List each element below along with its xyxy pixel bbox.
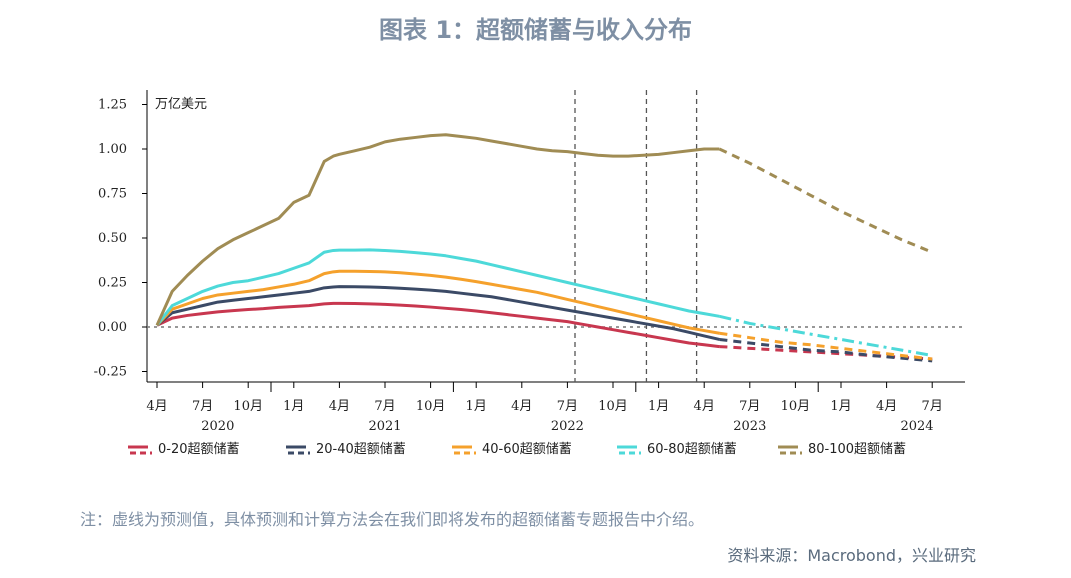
x-tick-label: 10月 [781, 399, 811, 414]
y-tick-label: 0.50 [98, 231, 127, 246]
year-label: 2020 [201, 419, 234, 434]
series-line-actual [155, 248, 720, 327]
x-tick-label: 10月 [416, 399, 446, 414]
year-label: 2022 [551, 419, 584, 434]
series-line-actual [156, 301, 720, 349]
y-tick-label: 0.25 [98, 276, 127, 291]
legend-label: 80-100超额储蓄 [808, 442, 906, 457]
x-tick-label: 10月 [598, 399, 628, 414]
y-tick-label: 1.00 [98, 142, 127, 157]
footnote: 注：虚线为预测值，具体预测和计算方法会在我们即将发布的超额储蓄专题报告中介绍。 [80, 510, 705, 529]
series-line-forecast [719, 331, 933, 361]
x-tick-label: 7月 [557, 399, 578, 414]
x-tick-label: 4月 [329, 399, 350, 414]
x-tick-label: 7月 [922, 399, 943, 414]
y-tick-label: -0.25 [94, 365, 127, 380]
series-line-actual [156, 285, 720, 341]
x-tick-label: 10月 [233, 399, 263, 414]
chart-title: 图表 1：超额储蓄与收入分布 [378, 16, 693, 44]
axes: 1.25 1.00 0.75 0.50 0.25 0.00 -0.25 万亿美元 4月 7月 10月… [94, 90, 965, 434]
x-tick-label: 1月 [648, 399, 669, 414]
x-tick-label: 7月 [739, 399, 760, 414]
x-tick-label: 1月 [466, 399, 487, 414]
x-tick-label: 4月 [876, 399, 897, 414]
legend-label: 60-80超额储蓄 [647, 442, 737, 457]
x-tick-label: 7月 [374, 399, 395, 414]
x-tick-label: 4月 [146, 399, 167, 414]
y-tick-label: 0.00 [98, 320, 127, 335]
y-axis-unit: 万亿美元 [155, 97, 207, 112]
legend-label: 20-40超额储蓄 [316, 442, 406, 457]
year-label: 2021 [368, 419, 401, 434]
legend: 0-20超额储蓄 20-40超额储蓄 40-60超额储蓄 60-80超额储蓄 80-10… [128, 442, 906, 457]
series-line-actual [155, 133, 720, 326]
x-tick-label: 1月 [283, 399, 304, 414]
series-line-forecast [719, 337, 933, 363]
x-tick-label: 4月 [511, 399, 532, 414]
x-tick-label: 7月 [192, 399, 213, 414]
x-tick-label: 1月 [830, 399, 851, 414]
series-line-forecast [719, 314, 933, 357]
source-text: 资料来源：Macrobond，兴业研究 [727, 546, 976, 565]
series-line-forecast [719, 345, 933, 361]
y-tick-label: 0.75 [98, 187, 127, 202]
legend-label: 40-60超额储蓄 [482, 442, 572, 457]
series-line-forecast [718, 147, 933, 254]
year-label: 2023 [733, 419, 766, 434]
y-tick-label: 1.25 [98, 98, 127, 113]
line-chart: 1.25 1.00 0.75 0.50 0.25 0.00 -0.25 万亿美元 4月 7月 10月… [94, 90, 965, 457]
series-lines [155, 133, 933, 363]
legend-label: 0-20超额储蓄 [158, 442, 240, 457]
series-line-actual [155, 269, 720, 335]
x-tick-label: 4月 [694, 399, 715, 414]
reference-lines [147, 90, 965, 382]
year-label: 2024 [900, 419, 933, 434]
